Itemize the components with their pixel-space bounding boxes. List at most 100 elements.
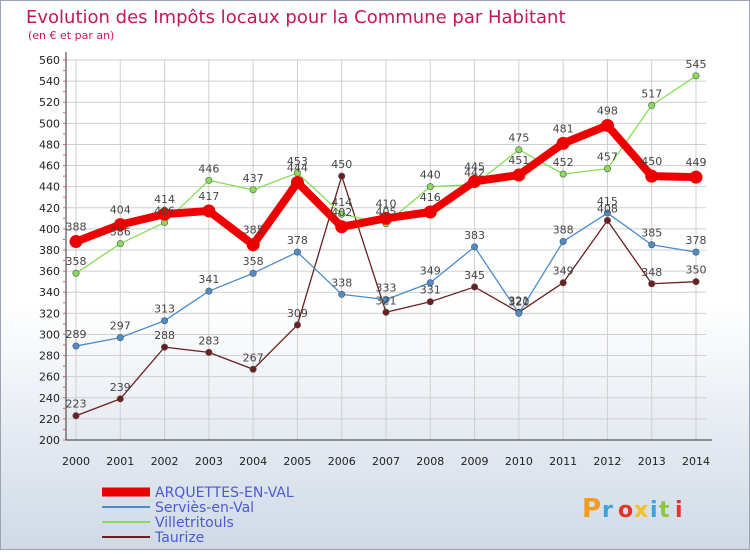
y-tick-label: 500 xyxy=(39,117,60,130)
x-tick-label: 2007 xyxy=(372,455,400,468)
x-tick-label: 2005 xyxy=(283,455,311,468)
data-label: 414 xyxy=(154,193,175,206)
data-point xyxy=(468,174,482,188)
data-point xyxy=(559,238,567,246)
data-label: 450 xyxy=(641,155,662,168)
data-point xyxy=(249,269,257,277)
axes: 200 220 240 260 280 300 320 340 360 380 400 420 440 4… xyxy=(39,52,712,468)
y-tick-label: 420 xyxy=(39,202,60,215)
y-tick-label: 540 xyxy=(39,75,60,88)
data-label: 309 xyxy=(287,307,308,320)
data-label: 349 xyxy=(553,265,574,278)
data-label: 313 xyxy=(154,303,175,316)
data-point xyxy=(648,241,656,249)
y-tick-label: 300 xyxy=(39,328,60,341)
logo-letter: o xyxy=(618,498,633,523)
x-tick-label: 2014 xyxy=(682,455,710,468)
data-label: 267 xyxy=(243,351,264,364)
data-label: 386 xyxy=(110,226,131,239)
x-tick-label: 2009 xyxy=(461,455,489,468)
data-label: 457 xyxy=(597,151,618,164)
data-point xyxy=(645,169,659,183)
data-point xyxy=(338,172,346,180)
data-point xyxy=(293,248,301,256)
y-tick-label: 360 xyxy=(39,265,60,278)
data-label: 385 xyxy=(641,227,662,240)
data-point xyxy=(423,205,437,219)
data-point xyxy=(515,309,523,317)
chart-title: Evolution des Impôts locaux pour la Comm… xyxy=(26,7,566,28)
data-label: 288 xyxy=(154,329,175,342)
legend-label: Taurize xyxy=(154,530,204,546)
data-point xyxy=(382,308,390,316)
data-point xyxy=(559,279,567,287)
data-point xyxy=(293,321,301,329)
data-point xyxy=(249,186,257,194)
data-label: 406 xyxy=(154,205,175,218)
data-point xyxy=(426,183,434,191)
data-point xyxy=(379,211,393,225)
data-label: 475 xyxy=(508,132,529,145)
data-label: 445 xyxy=(464,160,485,173)
legend: ARQUETTES-EN-VALServiès-en-ValVilletrito… xyxy=(102,485,294,546)
data-point xyxy=(556,136,570,150)
data-point xyxy=(512,168,526,182)
y-tick-label: 520 xyxy=(39,96,60,109)
data-point xyxy=(72,269,80,277)
data-point xyxy=(426,279,434,287)
y-tick-label: 220 xyxy=(39,413,60,426)
y-tick-label: 340 xyxy=(39,286,60,299)
data-label: 415 xyxy=(597,195,618,208)
data-point xyxy=(689,170,703,184)
data-label: 358 xyxy=(66,255,87,268)
data-point xyxy=(158,207,172,221)
data-label: 338 xyxy=(331,276,352,289)
x-tick-label: 2012 xyxy=(593,455,621,468)
data-label: 341 xyxy=(198,273,219,286)
data-label: 446 xyxy=(198,162,219,175)
data-label: 440 xyxy=(420,169,441,182)
data-label: 348 xyxy=(641,266,662,279)
data-label: 453 xyxy=(287,155,308,168)
x-tick-label: 2006 xyxy=(328,455,356,468)
data-label: 437 xyxy=(243,172,264,185)
logo-letter: r xyxy=(602,498,613,523)
data-label: 388 xyxy=(66,221,87,234)
y-tick-label: 560 xyxy=(39,54,60,67)
data-label: 414 xyxy=(331,196,352,209)
data-label: 417 xyxy=(198,190,219,203)
data-label: 402 xyxy=(331,206,352,219)
data-label: 223 xyxy=(66,398,87,411)
x-tick-label: 2001 xyxy=(106,455,134,468)
data-point xyxy=(116,395,124,403)
data-label: 239 xyxy=(110,381,131,394)
x-tick-label: 2013 xyxy=(638,455,666,468)
data-point xyxy=(648,280,656,288)
data-label: 350 xyxy=(686,264,707,277)
data-label: 349 xyxy=(420,265,441,278)
data-point xyxy=(116,240,124,248)
data-label: 481 xyxy=(553,122,574,135)
x-tick-label: 2002 xyxy=(151,455,179,468)
data-point xyxy=(426,298,434,306)
y-tick-label: 460 xyxy=(39,160,60,173)
data-point xyxy=(382,296,390,304)
data-label: 498 xyxy=(597,104,618,117)
data-label: 444 xyxy=(287,161,308,174)
data-point xyxy=(335,220,349,234)
x-tick-label: 2003 xyxy=(195,455,223,468)
data-point xyxy=(603,216,611,224)
logo-letter: i xyxy=(675,498,683,523)
x-tick-label: 2011 xyxy=(549,455,577,468)
data-labels: 223 239 288 283 267 309 450 321 331 345 321 349 408 3… xyxy=(66,58,707,411)
data-point xyxy=(471,243,479,251)
legend-label: Serviès-en-Val xyxy=(155,500,254,516)
data-point xyxy=(205,348,213,356)
data-point xyxy=(116,334,124,342)
y-tick-label: 380 xyxy=(39,244,60,257)
data-point xyxy=(648,101,656,109)
y-tick-label: 400 xyxy=(39,223,60,236)
data-label: 416 xyxy=(420,191,441,204)
